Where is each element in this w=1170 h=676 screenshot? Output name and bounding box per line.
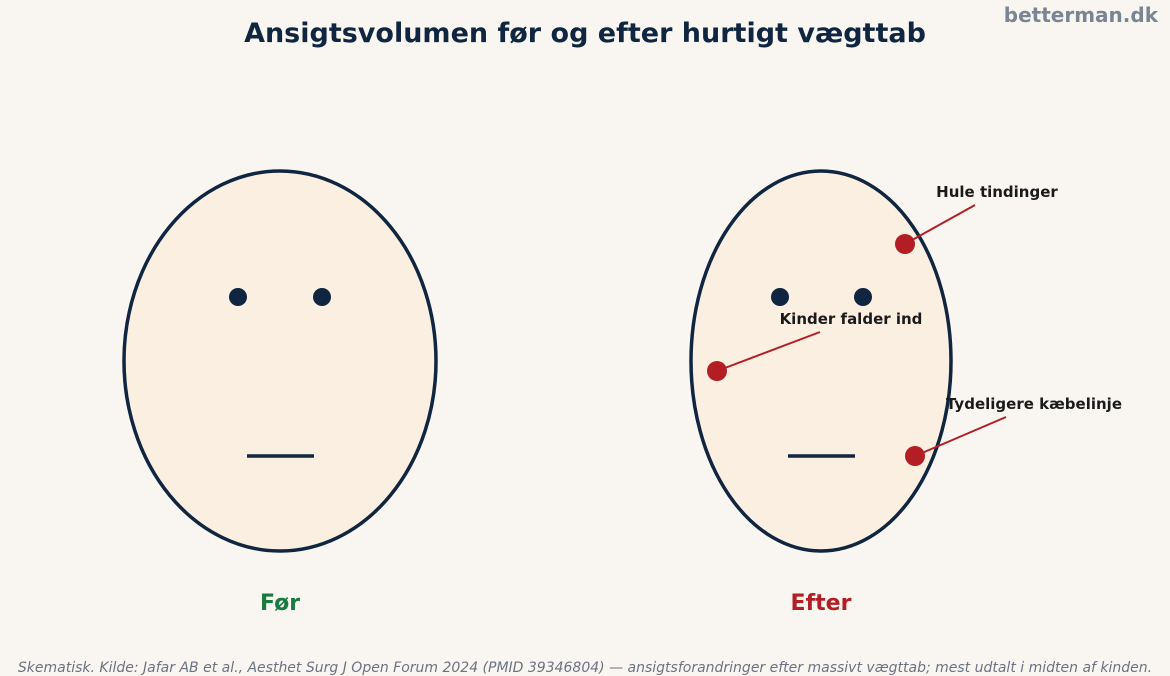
face-outline	[689, 169, 953, 553]
annotation-label: Hule tindinger	[936, 183, 1058, 201]
brand: betterman.dk	[1004, 3, 1159, 27]
annotation-label: Kinder falder ind	[780, 310, 923, 328]
eye	[771, 288, 789, 306]
annotation-dots	[707, 234, 925, 466]
eye	[313, 288, 331, 306]
title: Ansigtsvolumen før og efter hurtigt vægt…	[244, 18, 926, 49]
eye	[854, 288, 872, 306]
annotation-lines	[716, 204, 1007, 457]
annotation-label: Tydeligere kæbelinje	[946, 395, 1122, 413]
eye	[229, 288, 247, 306]
face-after	[689, 169, 953, 553]
face-label: Efter	[791, 591, 852, 616]
face-label: Før	[260, 591, 300, 616]
footnote: Skematisk. Kilde: Jafar AB et al., Aesth…	[18, 660, 1152, 676]
face-outline	[122, 169, 438, 553]
face-before	[122, 169, 438, 553]
